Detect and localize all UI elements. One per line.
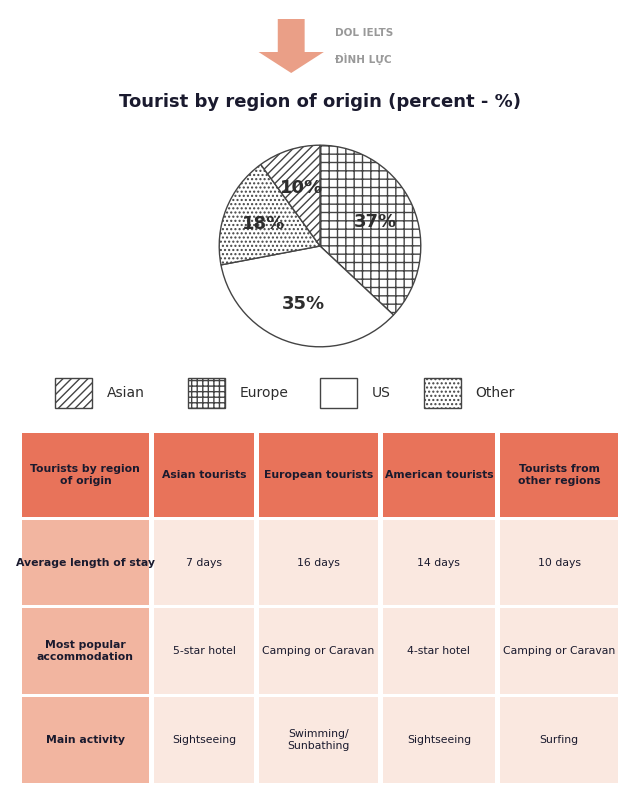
Text: Tourists by region
of origin: Tourists by region of origin [31, 464, 140, 486]
FancyBboxPatch shape [259, 520, 378, 606]
Text: Sightseeing: Sightseeing [172, 734, 236, 745]
FancyBboxPatch shape [500, 697, 618, 782]
FancyBboxPatch shape [383, 520, 495, 606]
Bar [55, 378, 92, 408]
Text: ĐÌNH LỰC: ĐÌNH LỰC [335, 53, 392, 66]
Text: Other: Other [476, 386, 515, 400]
FancyBboxPatch shape [259, 434, 378, 517]
Text: European tourists: European tourists [264, 470, 373, 480]
Wedge shape [320, 145, 420, 315]
Text: 7 days: 7 days [186, 558, 222, 567]
FancyBboxPatch shape [383, 697, 495, 782]
Text: Asian tourists: Asian tourists [162, 470, 246, 480]
FancyBboxPatch shape [154, 608, 255, 694]
FancyBboxPatch shape [154, 697, 255, 782]
FancyBboxPatch shape [259, 608, 378, 694]
Text: Tourist by region of origin (percent - %): Tourist by region of origin (percent - %… [119, 93, 521, 111]
Text: Average length of stay: Average length of stay [16, 558, 155, 567]
FancyBboxPatch shape [500, 608, 618, 694]
Wedge shape [220, 165, 320, 265]
FancyBboxPatch shape [383, 608, 495, 694]
Text: Tourists from
other regions: Tourists from other regions [518, 464, 600, 486]
Text: Asian: Asian [107, 386, 145, 400]
Wedge shape [260, 145, 320, 246]
Text: American tourists: American tourists [385, 470, 493, 480]
Text: US: US [372, 386, 390, 400]
FancyBboxPatch shape [154, 520, 255, 606]
Text: Sightseeing: Sightseeing [407, 734, 471, 745]
Text: Camping or Caravan: Camping or Caravan [503, 646, 615, 656]
Text: DOL IELTS: DOL IELTS [335, 28, 394, 38]
Bar [424, 378, 461, 408]
FancyBboxPatch shape [500, 434, 618, 517]
PathPatch shape [259, 19, 324, 73]
FancyBboxPatch shape [22, 697, 149, 782]
Text: 10%: 10% [280, 179, 323, 198]
FancyBboxPatch shape [500, 520, 618, 606]
Text: 10 days: 10 days [538, 558, 580, 567]
Text: Camping or Caravan: Camping or Caravan [262, 646, 374, 656]
Text: 14 days: 14 days [417, 558, 460, 567]
Bar [320, 378, 357, 408]
FancyBboxPatch shape [259, 697, 378, 782]
FancyBboxPatch shape [383, 434, 495, 517]
Text: Europe: Europe [239, 386, 288, 400]
FancyBboxPatch shape [22, 434, 149, 517]
Text: 16 days: 16 days [297, 558, 340, 567]
Text: 35%: 35% [282, 295, 324, 313]
FancyBboxPatch shape [22, 520, 149, 606]
Text: 37%: 37% [354, 213, 397, 231]
Text: Main activity: Main activity [46, 734, 125, 745]
Text: Most popular
accommodation: Most popular accommodation [37, 640, 134, 662]
Text: Surfing: Surfing [540, 734, 579, 745]
Bar [188, 378, 225, 408]
Wedge shape [221, 246, 394, 346]
Text: Swimming/
Sunbathing: Swimming/ Sunbathing [287, 729, 349, 751]
FancyBboxPatch shape [154, 434, 255, 517]
FancyBboxPatch shape [22, 608, 149, 694]
Text: 5-star hotel: 5-star hotel [173, 646, 236, 656]
Text: 18%: 18% [242, 214, 285, 233]
Text: 4-star hotel: 4-star hotel [408, 646, 470, 656]
